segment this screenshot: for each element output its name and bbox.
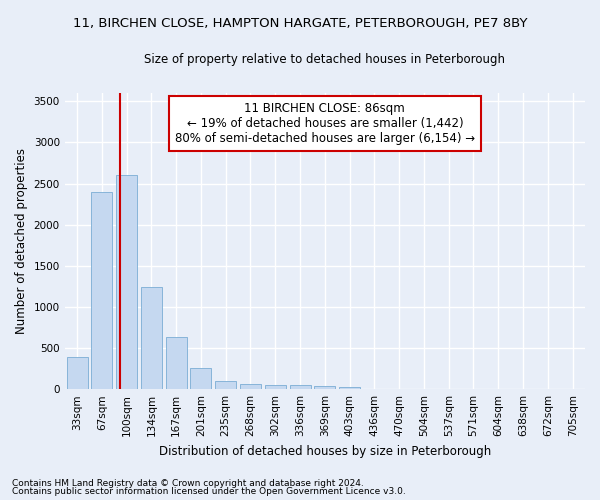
Bar xyxy=(339,387,360,389)
Bar xyxy=(116,176,137,389)
Bar xyxy=(141,287,162,389)
Bar xyxy=(190,368,211,389)
Bar xyxy=(314,386,335,389)
Bar xyxy=(290,385,311,389)
Bar xyxy=(91,192,112,389)
Text: Contains public sector information licensed under the Open Government Licence v3: Contains public sector information licen… xyxy=(12,487,406,496)
Bar xyxy=(265,384,286,389)
Bar xyxy=(240,384,261,389)
Text: 11, BIRCHEN CLOSE, HAMPTON HARGATE, PETERBOROUGH, PE7 8BY: 11, BIRCHEN CLOSE, HAMPTON HARGATE, PETE… xyxy=(73,18,527,30)
Text: 11 BIRCHEN CLOSE: 86sqm
← 19% of detached houses are smaller (1,442)
80% of semi: 11 BIRCHEN CLOSE: 86sqm ← 19% of detache… xyxy=(175,102,475,145)
Bar xyxy=(166,336,187,389)
Text: Contains HM Land Registry data © Crown copyright and database right 2024.: Contains HM Land Registry data © Crown c… xyxy=(12,478,364,488)
Y-axis label: Number of detached properties: Number of detached properties xyxy=(15,148,28,334)
Bar xyxy=(215,381,236,389)
Bar xyxy=(67,357,88,389)
Title: Size of property relative to detached houses in Peterborough: Size of property relative to detached ho… xyxy=(145,52,505,66)
X-axis label: Distribution of detached houses by size in Peterborough: Distribution of detached houses by size … xyxy=(159,444,491,458)
